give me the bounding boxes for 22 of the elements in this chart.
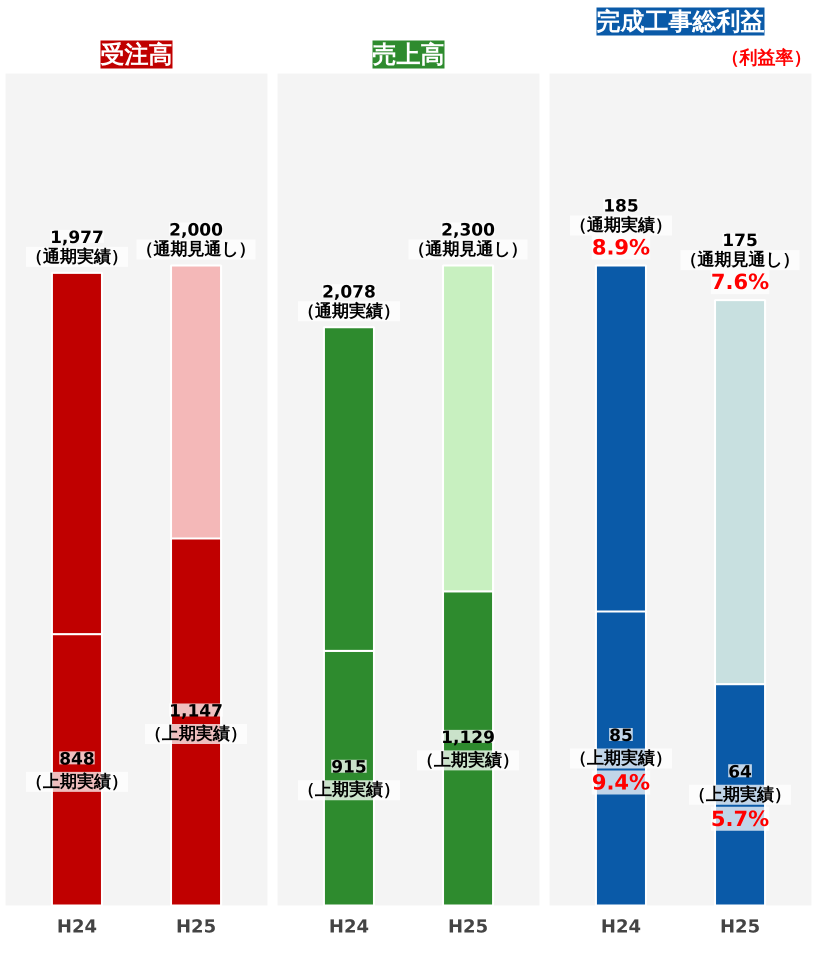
annotation: 2,000 （通期見通し） <box>136 220 256 260</box>
x-tick-label: H24 <box>328 916 370 938</box>
x-tick-label: H25 <box>720 916 760 938</box>
x-tick-label: H25 <box>176 916 216 938</box>
data-label: 1,147 （上期実績） <box>145 701 248 744</box>
chart-title: 完成工事総利益 <box>596 8 764 36</box>
chart-title: 受注高 <box>100 40 172 68</box>
annotation: 2,300 （通期見通し） <box>408 220 528 260</box>
annotation: 1,977 （通期実績） <box>26 228 128 267</box>
annotation: 2,078 （通期実績） <box>298 282 400 322</box>
data-label: 1,129 （上期実績） <box>417 728 520 770</box>
annotation: 185 （通期実績） 8.9% <box>570 196 672 260</box>
chart-title: 売上高 <box>372 40 444 68</box>
x-tick-label: H25 <box>448 916 488 938</box>
data-label: 848 （上期実績） <box>26 749 128 792</box>
chart-subtitle: （利益率） <box>722 48 812 68</box>
data-label: 64 （上期実績） 5.7% <box>689 762 792 831</box>
x-tick-label: H24 <box>56 916 98 938</box>
data-label: 85 （上期実績） 9.4% <box>570 726 672 794</box>
data-label: 915 （上期実績） <box>298 758 400 800</box>
annotation: 175 （通期見通し） 7.6% <box>680 231 800 294</box>
x-tick-label: H24 <box>600 916 642 938</box>
